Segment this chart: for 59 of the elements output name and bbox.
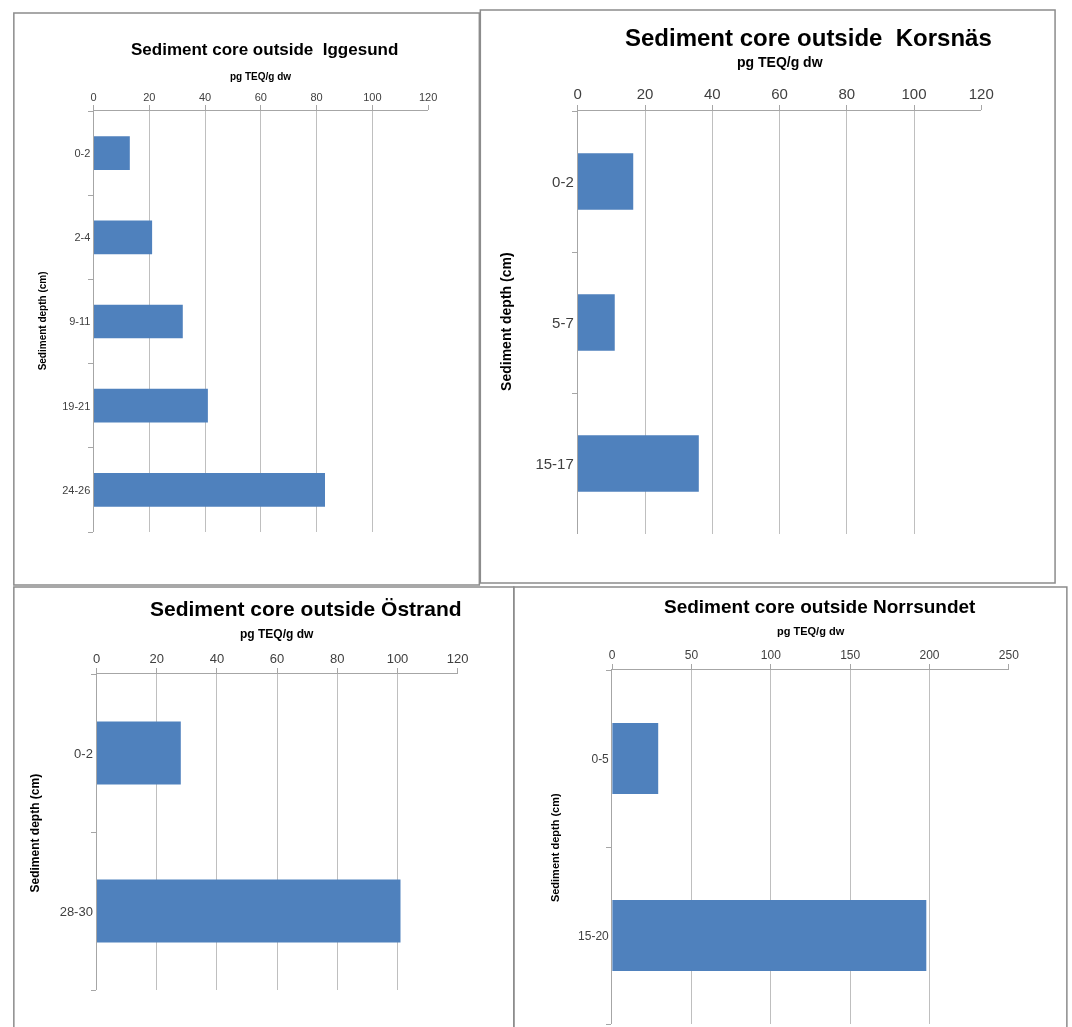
- x-tick-label: 40: [209, 650, 225, 666]
- bar: [93, 304, 183, 339]
- x-tick-label: 120: [446, 650, 469, 666]
- x-tick-label: 40: [703, 85, 721, 102]
- x-tick-label: 60: [269, 650, 285, 666]
- y-tick-label: 15-17: [535, 454, 574, 472]
- y-tick-label: 19-21: [62, 399, 91, 412]
- chart-title: Sediment core outside Norrsundet: [664, 596, 977, 617]
- x-tick-label: 20: [143, 90, 156, 103]
- bar: [577, 435, 699, 492]
- x-tick-label: 120: [418, 90, 438, 103]
- x-tick-label: 100: [363, 90, 382, 103]
- x-tick-label: 20: [636, 85, 654, 102]
- y-tick-label: 2-4: [74, 231, 91, 244]
- bar: [93, 136, 130, 170]
- x-axis-title: pg TEQ/g dw: [777, 625, 845, 637]
- bar: [577, 294, 615, 351]
- x-tick-label: 100: [386, 650, 409, 666]
- x-axis-title: pg TEQ/g dw: [737, 54, 823, 70]
- x-tick-label: 50: [684, 648, 699, 663]
- x-tick-label: 0: [608, 648, 616, 663]
- y-tick-label: 0-2: [552, 172, 574, 190]
- bar: [93, 473, 325, 507]
- x-axis-title: pg TEQ/g dw: [240, 627, 314, 641]
- y-axis-title: Sediment depth (cm): [497, 252, 514, 391]
- x-axis-title: pg TEQ/g dw: [230, 71, 292, 82]
- x-tick-label: 100: [760, 648, 782, 663]
- bar: [577, 153, 634, 210]
- y-tick-label: 9-11: [69, 315, 91, 328]
- y-axis-title: Sediment depth (cm): [37, 271, 49, 371]
- y-tick-label: 0-2: [74, 146, 91, 159]
- x-tick-label: 20: [149, 650, 164, 666]
- y-tick-label: 5-7: [552, 313, 574, 331]
- x-tick-label: 60: [771, 85, 788, 102]
- x-tick-label: 200: [919, 648, 940, 663]
- x-tick-label: 80: [838, 85, 856, 102]
- x-tick-label: 120: [968, 85, 994, 102]
- y-tick-label: 24-26: [62, 483, 91, 496]
- bar: [93, 388, 208, 423]
- y-axis-title: Sediment depth (cm): [549, 793, 562, 903]
- x-tick-label: 40: [198, 90, 212, 103]
- chart-title: Sediment core outside Östrand: [150, 597, 462, 620]
- y-tick-label: 0-2: [74, 745, 93, 761]
- y-tick-label: 28-30: [59, 903, 93, 919]
- x-tick-label: 80: [310, 90, 323, 103]
- x-tick-label: 0: [90, 90, 97, 103]
- x-tick-label: 80: [330, 650, 345, 666]
- y-axis-title: Sediment depth (cm): [28, 773, 43, 893]
- x-tick-label: 250: [998, 648, 1020, 663]
- x-tick-label: 0: [92, 650, 101, 666]
- x-tick-label: 0: [573, 85, 582, 102]
- y-tick-label: 15-20: [578, 928, 610, 943]
- x-tick-label: 150: [840, 648, 861, 663]
- x-tick-label: 60: [254, 90, 267, 103]
- chart-title: Sediment core outside Korsnäs: [625, 24, 992, 51]
- bar: [93, 220, 153, 255]
- x-tick-label: 100: [901, 85, 927, 102]
- chart-title: Sediment core outside Iggesund: [131, 40, 399, 59]
- y-tick-label: 0-5: [591, 751, 610, 766]
